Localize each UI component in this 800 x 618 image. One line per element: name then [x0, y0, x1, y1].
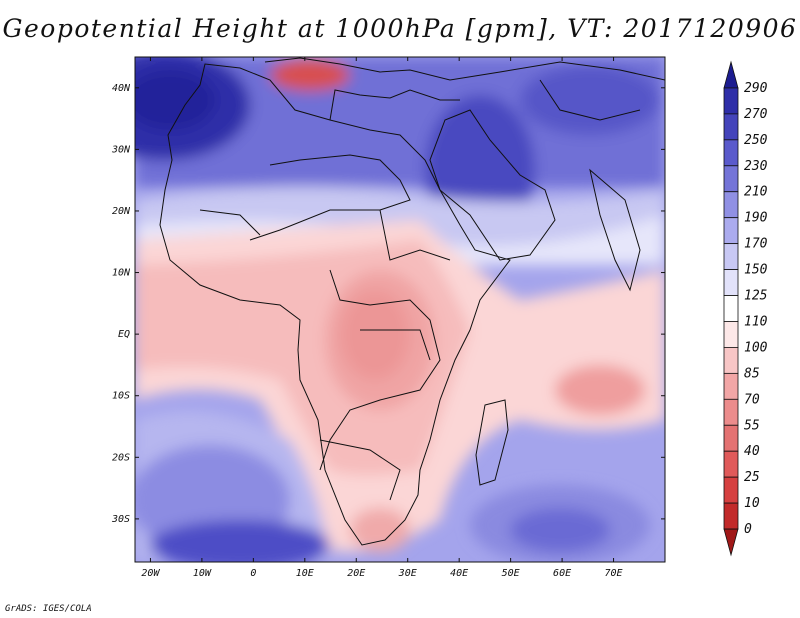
colorbar-swatch	[723, 191, 739, 219]
lon-tick-label: 20W	[141, 568, 160, 579]
colorbar	[723, 60, 739, 557]
colorbar-swatch	[723, 476, 739, 504]
colorbar-swatch	[723, 139, 739, 167]
lat-tick-label: 20N	[112, 206, 131, 217]
lat-tick-label: 10S	[112, 391, 130, 402]
lon-tick-label: 50E	[502, 568, 520, 579]
plot-frame	[134, 56, 666, 563]
colorbar-swatch	[723, 424, 739, 452]
lon-tick-label: 60E	[553, 568, 571, 579]
colorbar-label: 70	[744, 392, 760, 407]
colorbar-swatch	[723, 502, 739, 530]
colorbar-label: 110	[744, 314, 768, 329]
colorbar-swatch	[723, 243, 739, 270]
arabia-outline	[429, 109, 556, 261]
lon-tick-label: 70E	[605, 568, 623, 579]
coastlines	[159, 57, 665, 546]
colorbar-label: 10	[744, 496, 760, 511]
lat-tick-label: 30S	[111, 514, 130, 525]
colorbar-label: 190	[744, 211, 768, 226]
lon-tick-label: 0	[250, 568, 256, 579]
colorbar-swatch	[723, 450, 739, 478]
colorbar-swatch	[723, 269, 739, 296]
axis-ticks	[135, 57, 665, 562]
colorbar-swatch	[723, 398, 739, 426]
colorbar-label: 210	[744, 185, 768, 200]
colorbar-swatch	[723, 295, 739, 322]
lon-tick-label: 30E	[398, 568, 417, 579]
colorbar-label: 170	[744, 237, 768, 252]
colorbar-label: 125	[744, 289, 768, 304]
colorbar-labels: 0 10 25 40 55 70 85 100 110 125 150 170 …	[744, 81, 768, 537]
india-outline	[589, 168, 641, 292]
colorbar-label: 0	[744, 522, 752, 537]
colorbar-label: 270	[744, 107, 768, 122]
colorbar-label: 150	[744, 263, 768, 278]
indian-ocean-low	[555, 365, 645, 415]
colorbar-swatch	[723, 165, 739, 193]
colorbar-label: 25	[744, 470, 760, 485]
madagascar-outline	[475, 399, 509, 486]
lat-tick-label: 10N	[112, 268, 131, 279]
colorbar-label: 40	[744, 444, 760, 459]
latitude-axis: 40N 30N 20N 10N EQ 10S 20S 30S	[111, 83, 131, 525]
lat-tick-label: 40N	[112, 83, 131, 94]
africa-outline	[159, 63, 511, 546]
lat-tick-label: 30N	[111, 144, 131, 155]
colorbar-label: 55	[744, 418, 760, 433]
lon-tick-label: 20E	[347, 568, 365, 579]
lon-tick-label: 10W	[193, 568, 212, 579]
height-field	[135, 57, 665, 562]
lon-tick-label: 40E	[450, 568, 468, 579]
colorbar-swatch	[723, 347, 739, 374]
map-title: Geopotential Height at 1000hPa [gpm], VT…	[2, 14, 798, 43]
colorbar-label: 230	[744, 159, 768, 174]
colorbar-label: 290	[744, 81, 768, 96]
colorbar-label: 250	[744, 133, 768, 148]
credit-line: GrADS: IGES/COLA	[5, 604, 92, 614]
colorbar-max-triangle	[723, 60, 739, 89]
colorbar-swatch	[723, 217, 739, 245]
longitude-axis: 20W 10W 0 10E 20E 30E 40E 50E 60E 70E	[141, 568, 622, 579]
colorbar-swatch	[723, 87, 739, 115]
colorbar-label: 85	[744, 366, 760, 381]
colorbar-label: 100	[744, 340, 768, 355]
colorbar-swatch	[723, 113, 739, 141]
lat-tick-label: 20S	[112, 452, 130, 463]
colorbar-swatch	[723, 372, 739, 400]
colorbar-min-triangle	[723, 528, 739, 557]
mediterranean-low	[270, 59, 350, 91]
colorbar-swatch	[723, 321, 739, 348]
lat-tick-label: EQ	[118, 329, 130, 340]
lon-tick-label: 10E	[296, 568, 314, 579]
